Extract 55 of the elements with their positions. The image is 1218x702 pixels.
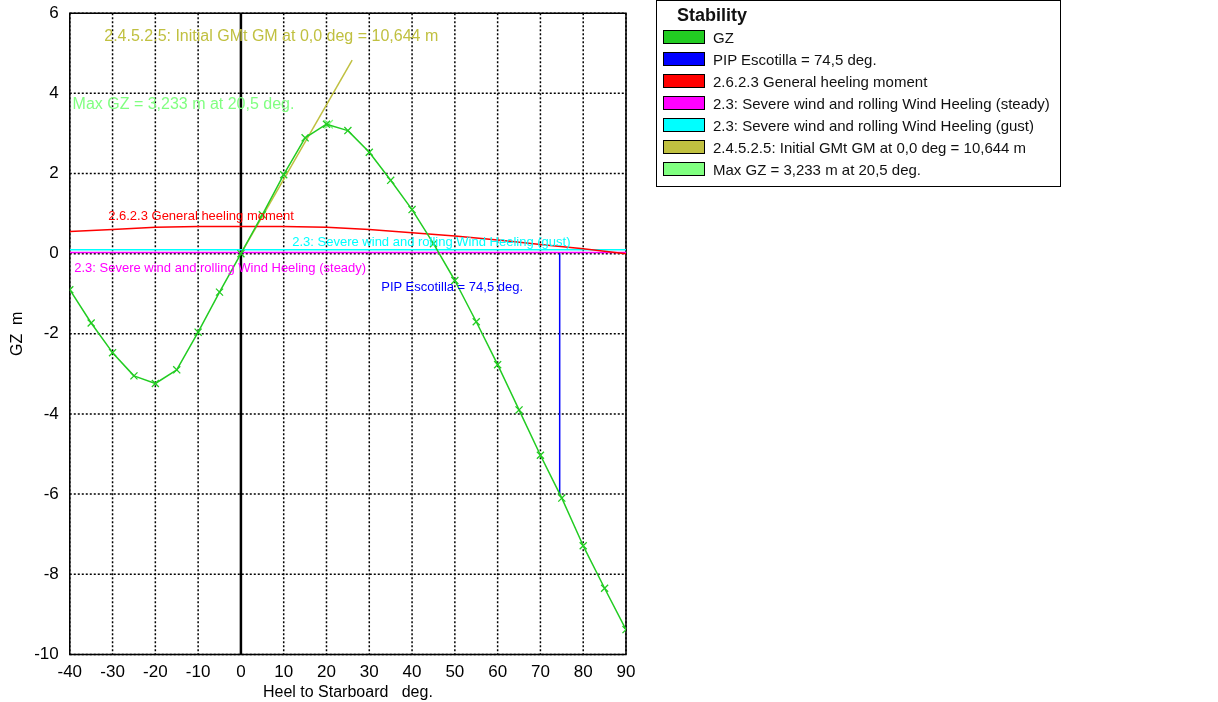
y-tick-label: -10 <box>34 644 59 664</box>
x-tick-label: 20 <box>317 662 336 682</box>
point <box>536 451 545 460</box>
point <box>215 287 224 297</box>
x-tick-label: 90 <box>616 662 636 682</box>
point <box>343 126 353 135</box>
point <box>236 249 246 258</box>
legend-label: Max GZ = 3,233 m at 20,5 deg. <box>713 160 922 178</box>
y-tick-label: -6 <box>43 483 59 503</box>
point <box>472 317 481 326</box>
point <box>129 371 139 381</box>
point <box>86 318 96 328</box>
x-tick-label: 30 <box>359 662 379 682</box>
x-tick-label: -10 <box>185 662 211 682</box>
point <box>600 584 609 593</box>
point <box>493 360 502 369</box>
x-tick-label: 10 <box>274 662 294 682</box>
y-tick-label: -8 <box>43 563 59 583</box>
legend-label: GZ <box>713 28 734 46</box>
point <box>365 148 374 157</box>
x-tick-label: 50 <box>445 662 465 682</box>
x-tick-label: -20 <box>143 662 168 682</box>
x-tick-label: 80 <box>573 662 593 682</box>
x-tick-label: 40 <box>402 662 422 682</box>
point <box>557 493 567 503</box>
annotation: PIP Escotilla = 74,5 deg. <box>381 279 524 295</box>
y-axis-title: GZ m <box>8 311 26 357</box>
x-tick-label: 0 <box>236 662 246 682</box>
point <box>300 133 310 143</box>
x-tick-label: 60 <box>488 662 508 682</box>
point <box>108 348 117 357</box>
point <box>151 379 160 388</box>
x-axis-title: Heel to Starboard deg. <box>262 682 433 700</box>
point <box>407 205 417 214</box>
legend-label: 2.6.2.3 General heeling moment <box>713 72 928 90</box>
point <box>579 541 588 550</box>
x-tick-label: 70 <box>530 662 550 682</box>
legend-title: Stability <box>677 5 748 26</box>
y-tick-label: -2 <box>43 323 59 343</box>
legend-label: PIP Escotilla = 74,5 deg. <box>713 50 877 68</box>
legend-label: 2.3: Severe wind and rolling Wind Heeling (steady) <box>713 94 1050 112</box>
point <box>514 405 524 415</box>
x-tick-label: -30 <box>100 662 125 682</box>
y-tick-label: -4 <box>43 403 59 423</box>
y-tick-label: 4 <box>49 83 59 103</box>
point <box>193 328 203 337</box>
y-tick-label: 0 <box>49 243 59 263</box>
point <box>386 176 395 185</box>
point <box>279 170 288 179</box>
y-tick-label: 2 <box>49 163 59 183</box>
legend-label: 2.3: Severe wind and rolling Wind Heeling (gust) <box>713 116 1034 134</box>
x-tick-label: -40 <box>57 662 83 682</box>
y-tick-label: 6 <box>49 2 59 22</box>
legend-label: 2.4.5.2.5: Initial GMt GM at 0,0 deg = 10,644 m <box>713 138 1027 156</box>
point <box>172 365 181 375</box>
